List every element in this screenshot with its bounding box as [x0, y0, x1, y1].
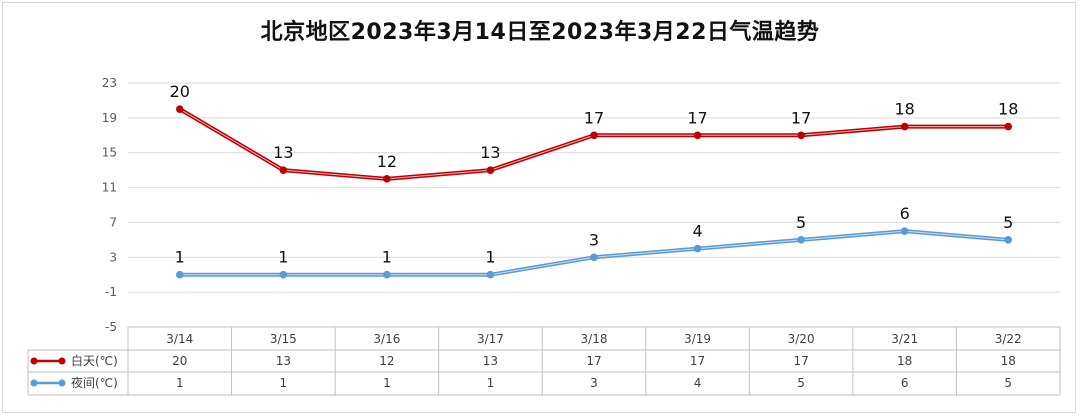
- y-tick-label: 11: [102, 181, 117, 195]
- table-cell: 1: [383, 376, 391, 390]
- data-point: [175, 105, 184, 113]
- y-tick-label: 3: [109, 250, 117, 264]
- table-cell: 1: [280, 376, 288, 390]
- data-label: 18: [998, 100, 1018, 119]
- data-label: 1: [485, 248, 495, 267]
- data-label: 3: [589, 230, 599, 249]
- table-cell: 6: [901, 376, 909, 390]
- data-point: [693, 131, 702, 140]
- data-point: [900, 227, 909, 235]
- x-category-label: 3/19: [684, 332, 711, 346]
- data-point: [900, 122, 909, 131]
- table-cell: 5: [797, 376, 805, 390]
- legend-swatch-marker: [30, 357, 38, 365]
- y-tick-label: -1: [105, 285, 117, 299]
- data-point: [693, 244, 702, 253]
- data-label: 6: [900, 204, 910, 223]
- legend-swatch-marker: [30, 379, 38, 387]
- table-cell: 12: [379, 354, 394, 368]
- table-cell: 20: [172, 354, 187, 368]
- data-point: [383, 270, 391, 279]
- table-cell: 5: [1004, 376, 1012, 390]
- series-name: 夜间(℃): [71, 375, 118, 390]
- data-point: [175, 270, 184, 279]
- data-label: 1: [175, 248, 185, 267]
- table-cell: 1: [176, 376, 184, 390]
- data-label: 5: [796, 213, 806, 232]
- data-label: 1: [382, 248, 392, 267]
- data-label: 17: [584, 108, 604, 127]
- data-label: 17: [687, 108, 707, 127]
- table-cell: 17: [586, 354, 601, 368]
- x-category-label: 3/14: [166, 332, 193, 346]
- data-label: 20: [170, 82, 190, 101]
- data-point: [279, 166, 288, 174]
- data-point: [383, 175, 391, 183]
- y-tick-label: 7: [109, 215, 117, 229]
- table-cell: 3: [590, 376, 598, 390]
- y-tick-label: 23: [102, 76, 117, 90]
- data-point: [486, 166, 495, 174]
- table-cell: 4: [694, 376, 702, 390]
- chart-title: 北京地区2023年3月14日至2023年3月22日气温趋势: [260, 20, 820, 45]
- data-point: [590, 131, 598, 140]
- data-label: 5: [1003, 213, 1013, 232]
- y-tick-label: 15: [102, 146, 117, 160]
- x-category-label: 3/15: [270, 332, 297, 346]
- data-point: [797, 236, 805, 244]
- y-tick-label: 19: [102, 111, 117, 125]
- x-category-label: 3/16: [373, 332, 400, 346]
- y-axis: 23 19 15 11 7 3 -1 -5: [102, 76, 117, 334]
- data-label: 18: [894, 100, 914, 119]
- data-label: 13: [273, 143, 293, 162]
- data-label: 12: [377, 152, 397, 171]
- x-category-label: 3/17: [477, 332, 504, 346]
- legend-swatch-marker: [58, 379, 66, 387]
- data-point: [1004, 122, 1013, 131]
- data-point: [1004, 236, 1013, 244]
- data-label: 1: [278, 248, 288, 267]
- data-label: 13: [480, 143, 500, 162]
- table-cell: 18: [897, 354, 912, 368]
- data-table: 3/14 3/15 3/16 3/17 3/18 3/19 3/20 3/21 3/22 白天(℃…: [27, 326, 1061, 396]
- data-point: [797, 131, 805, 140]
- data-point: [486, 270, 495, 279]
- y-tick-label: -5: [105, 320, 117, 334]
- legend-swatch-marker: [58, 357, 66, 365]
- table-cell: 17: [690, 354, 705, 368]
- series-name: 白天(℃): [71, 353, 118, 368]
- data-point: [279, 270, 288, 279]
- series-points: [175, 105, 1013, 279]
- table-cell: 13: [276, 354, 291, 368]
- table-cell: 1: [487, 376, 495, 390]
- data-label: 17: [791, 108, 811, 127]
- table-cell: 17: [793, 354, 808, 368]
- data-label: 4: [692, 222, 702, 241]
- x-category-label: 3/21: [891, 332, 918, 346]
- x-category-label: 3/22: [995, 332, 1022, 346]
- table-cell: 13: [483, 354, 498, 368]
- x-category-label: 3/18: [581, 332, 608, 346]
- x-category-label: 3/20: [788, 332, 815, 346]
- table-cell: 18: [1001, 354, 1016, 368]
- data-point: [590, 253, 598, 262]
